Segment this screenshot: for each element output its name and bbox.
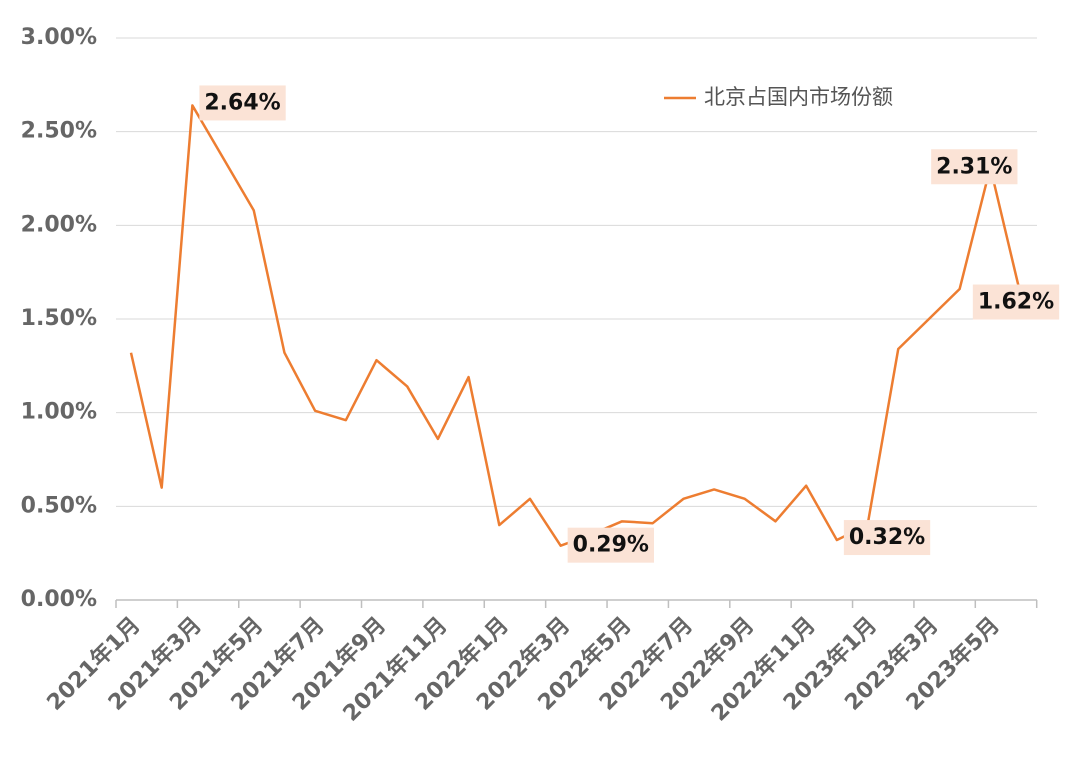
x-tick-label: 2022年11月 (706, 612, 820, 726)
y-tick-label: 0.50% (21, 493, 97, 518)
value-label: 0.32% (843, 520, 931, 556)
y-tick-label: 3.00% (21, 25, 97, 50)
legend-label: 北京占国内市场份额 (704, 85, 893, 109)
value-label-text: 0.29% (573, 533, 649, 558)
value-label: 0.29% (567, 527, 654, 563)
value-label-bg (843, 520, 931, 556)
x-tick-label: 2021年11月 (338, 612, 452, 726)
value-label-bg (972, 284, 1060, 320)
value-label-bg (199, 85, 286, 121)
y-tick-label: 1.00% (21, 400, 97, 425)
value-label: 2.64% (199, 85, 286, 121)
value-label-text: 2.64% (204, 90, 280, 115)
data-line (129, 104, 1023, 547)
y-tick-label: 0.00% (21, 587, 97, 612)
y-tick-label: 2.50% (21, 119, 97, 144)
value-label: 2.31% (931, 149, 1018, 185)
value-label: 1.62% (972, 284, 1060, 320)
value-label-bg (567, 527, 654, 563)
value-label-text: 2.31% (936, 154, 1012, 179)
y-tick-label: 1.50% (21, 306, 97, 331)
value-label-text: 0.32% (849, 525, 925, 550)
y-tick-label: 2.00% (21, 212, 97, 237)
value-label-bg (931, 149, 1018, 185)
value-label-text: 1.62% (978, 290, 1054, 315)
